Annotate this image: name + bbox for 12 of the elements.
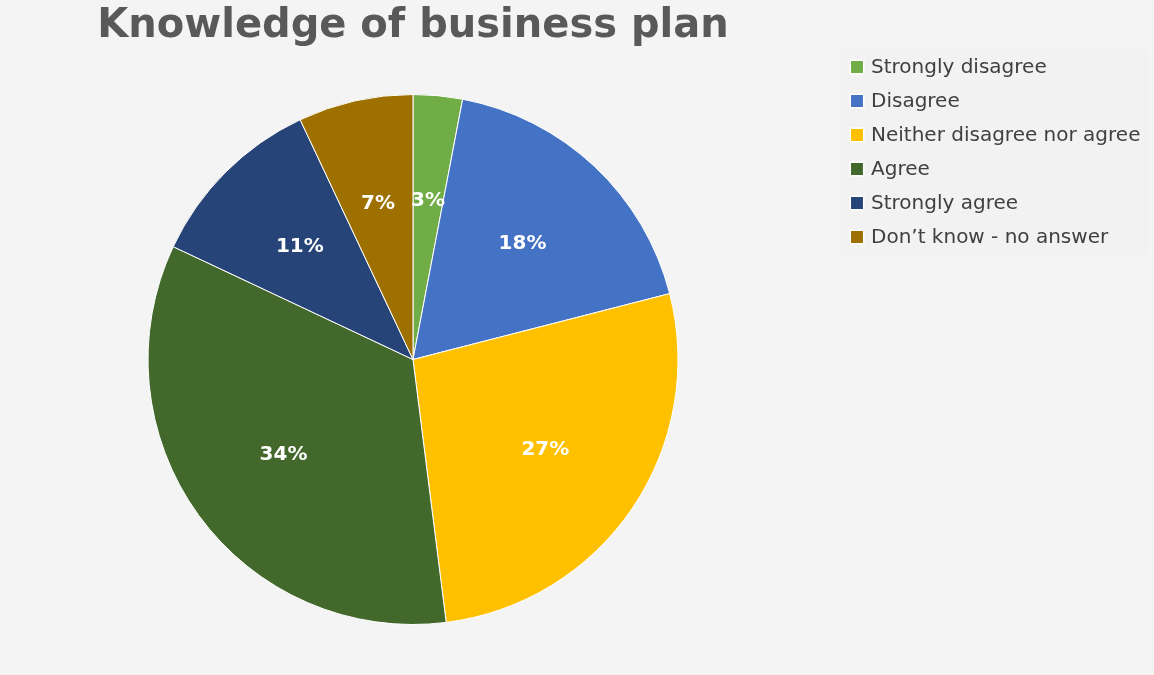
data-label: 11% bbox=[275, 233, 324, 258]
data-label: 18% bbox=[498, 229, 547, 254]
data-label: 7% bbox=[361, 190, 396, 215]
data-label: 27% bbox=[521, 436, 570, 461]
legend-label: Strongly agree bbox=[871, 190, 1019, 214]
chart-title: Knowledge of business plan bbox=[97, 0, 729, 46]
legend-label: Agree bbox=[871, 156, 930, 180]
legend-label: Strongly disagree bbox=[871, 54, 1047, 78]
legend-label: Disagree bbox=[871, 88, 960, 112]
legend-label: Neither disagree nor agree bbox=[871, 122, 1141, 146]
data-label: 34% bbox=[259, 440, 308, 465]
legend-label: Don’t know - no answer bbox=[871, 224, 1109, 248]
